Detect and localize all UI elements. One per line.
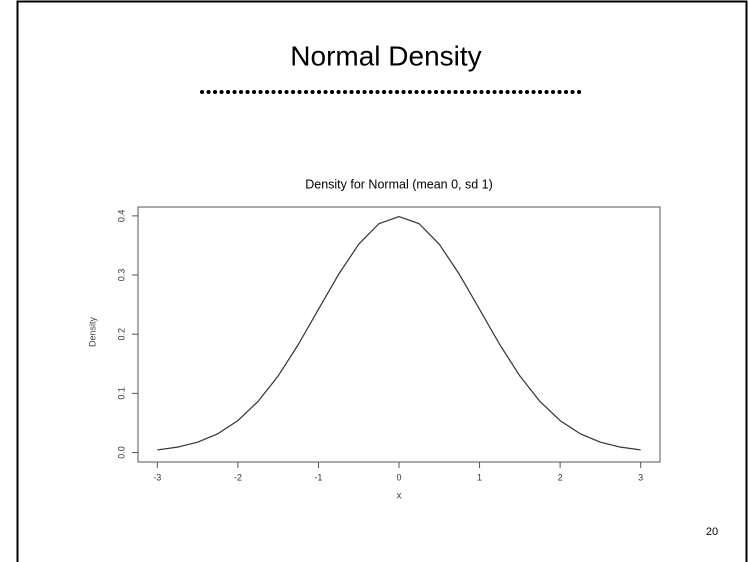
x-tick-label: 3 (638, 472, 643, 482)
x-axis-label: x (397, 491, 402, 502)
slide-border (16, 0, 748, 562)
x-tick-label: 2 (558, 472, 563, 482)
y-tick-label: 0.1 (116, 387, 126, 400)
x-tick-label: 0 (396, 472, 401, 482)
y-axis-label: Density (87, 316, 97, 347)
y-tick-label: 0.0 (116, 446, 126, 459)
chart-title: Density for Normal (mean 0, sd 1) (305, 177, 493, 191)
density-line (157, 215, 641, 451)
x-tick-label: -2 (234, 472, 242, 482)
plot-box (137, 206, 661, 463)
y-tick-label: 0.3 (116, 269, 126, 282)
page-number: 20 (706, 526, 718, 538)
x-tick-label: -1 (314, 472, 322, 482)
y-tick-label: 0.2 (116, 328, 126, 341)
x-tick-label: -3 (153, 472, 161, 482)
y-tick-label: 0.4 (116, 210, 126, 223)
slide-title: Normal Density (290, 40, 481, 71)
x-tick-label: 1 (477, 472, 482, 482)
